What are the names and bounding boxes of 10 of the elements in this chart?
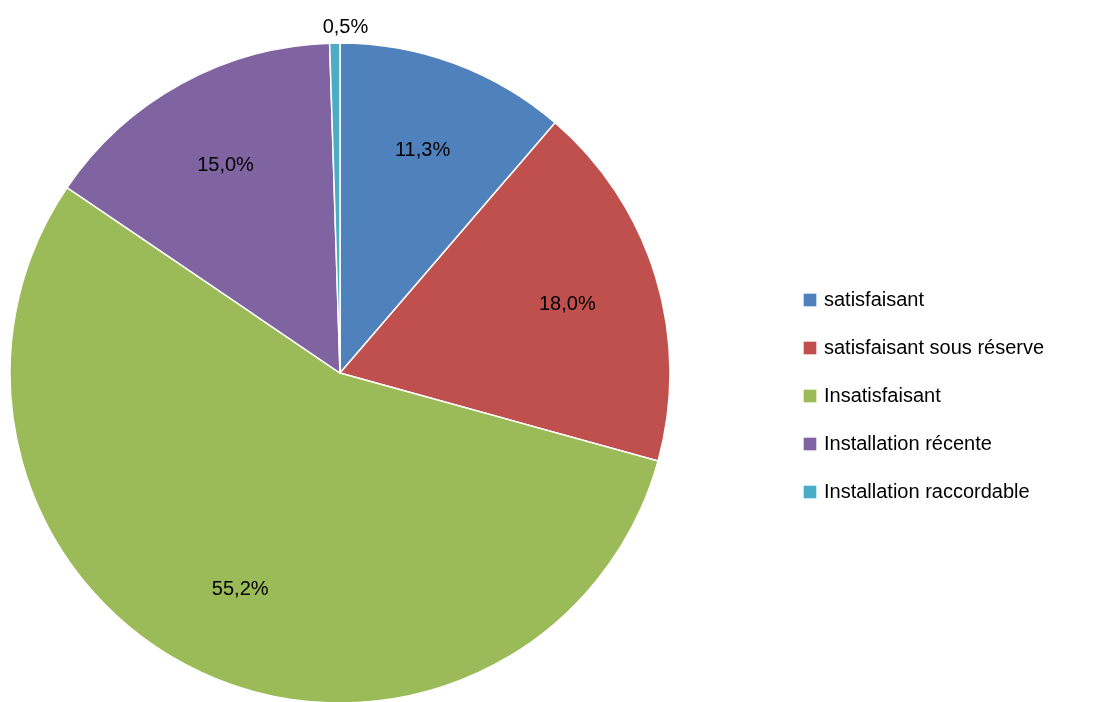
legend-label: Installation récente [824,432,992,454]
data-label: 11,3% [394,138,451,161]
legend-label: satisfaisant sous réserve [824,336,1045,358]
data-label: 55,2% [211,576,269,599]
legend-label: Insatisfaisant [824,384,942,406]
data-label: 18,0% [538,291,596,314]
legend-label: Installation raccordable [824,480,1030,502]
legend-label: satisfaisant [824,288,925,310]
data-label: 15,0% [197,152,255,175]
data-label: 0,5% [322,15,369,38]
